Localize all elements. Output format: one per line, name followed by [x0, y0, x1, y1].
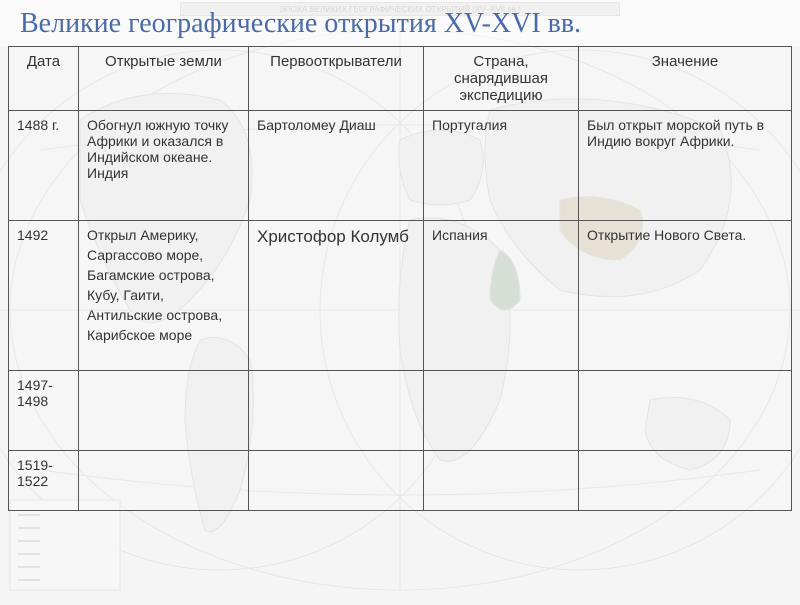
cell-discoverer	[249, 371, 424, 451]
content-layer: Великие географические открытия XV-XVI в…	[0, 0, 800, 600]
page-title: Великие географические открытия XV-XVI в…	[0, 0, 800, 46]
lands-line: Карибское море	[87, 327, 240, 343]
cell-discoverer: Христофор Колумб	[249, 221, 424, 371]
cell-significance: Открытие Нового Света.	[579, 221, 792, 371]
col-header-lands: Открытые земли	[79, 47, 249, 111]
cell-discoverer: Бартоломеу Диаш	[249, 111, 424, 221]
col-header-significance: Значение	[579, 47, 792, 111]
table-row: 1519-1522	[9, 451, 792, 511]
col-header-date: Дата	[9, 47, 79, 111]
cell-lands	[79, 371, 249, 451]
cell-country: Португалия	[424, 111, 579, 221]
cell-lands	[79, 451, 249, 511]
cell-significance	[579, 451, 792, 511]
cell-date: 1492	[9, 221, 79, 371]
table-row: 1497-1498	[9, 371, 792, 451]
cell-discoverer	[249, 451, 424, 511]
table-header-row: Дата Открытые земли Первооткрыватели Стр…	[9, 47, 792, 111]
cell-lands: Открыл Америку, Саргассово море, Багамск…	[79, 221, 249, 371]
cell-country	[424, 371, 579, 451]
discoverer-emph: Христофор Колумб	[257, 227, 409, 246]
lands-line: Саргассово море,	[87, 247, 240, 263]
cell-significance: Был открыт морской путь в Индию вокруг А…	[579, 111, 792, 221]
cell-country: Испания	[424, 221, 579, 371]
cell-date: 1497-1498	[9, 371, 79, 451]
discoveries-table: Дата Открытые земли Первооткрыватели Стр…	[8, 46, 792, 511]
cell-date: 1519-1522	[9, 451, 79, 511]
lands-line: Кубу, Гаити,	[87, 287, 240, 303]
col-header-discoverer: Первооткрыватели	[249, 47, 424, 111]
table-row: 1492 Открыл Америку, Саргассово море, Ба…	[9, 221, 792, 371]
cell-date: 1488 г.	[9, 111, 79, 221]
lands-line: Багамские острова,	[87, 267, 240, 283]
lands-line: Открыл Америку,	[87, 227, 240, 243]
cell-lands: Обогнул южную точку Африки и оказался в …	[79, 111, 249, 221]
lands-line: Антильские острова,	[87, 307, 240, 323]
col-header-country: Страна, снарядившая экспедицию	[424, 47, 579, 111]
table-row: 1488 г. Обогнул южную точку Африки и ока…	[9, 111, 792, 221]
cell-significance	[579, 371, 792, 451]
cell-country	[424, 451, 579, 511]
